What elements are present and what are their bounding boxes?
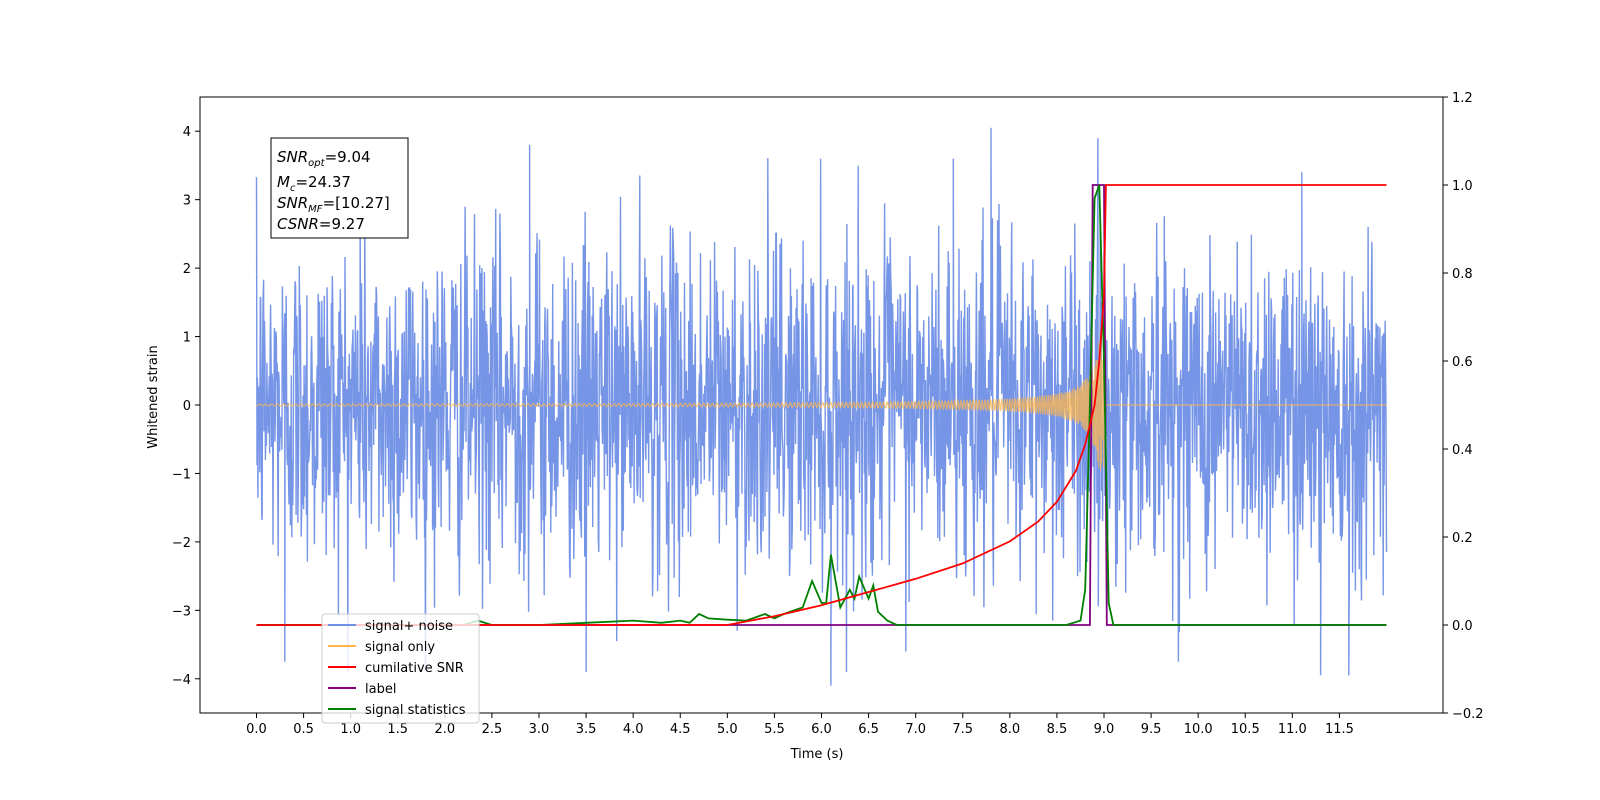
legend-label: signal statistics	[365, 703, 466, 718]
x-tick-label: 11.0	[1278, 722, 1307, 737]
x-tick-label: 8.0	[999, 722, 1020, 737]
axes: 0.0 0.5 1.0 1.5 2.0 2.5 3.0 3.5 4.0 4.5 5.0 5.5 6.0 6…	[172, 91, 1484, 737]
x-tick-label: 7.0	[905, 722, 926, 737]
series-line-cumulative-snr	[256, 184, 1387, 626]
y-tick-label: −4	[172, 673, 191, 688]
x-tick-label: 9.5	[1141, 722, 1162, 737]
x-tick-label: 4.5	[670, 722, 691, 737]
legend: signal+ noise signal only cumilative SNR…	[321, 613, 480, 724]
y-right-tick-label: 1.2	[1452, 91, 1473, 106]
x-tick-label: 5.5	[764, 722, 785, 737]
y-tick-label: 3	[183, 194, 191, 209]
y-right-tick-label: −0.2	[1452, 707, 1484, 722]
y-tick-label: −3	[172, 604, 191, 619]
x-tick-label: 0.5	[293, 722, 314, 737]
y-axis-label: Whitened strain	[146, 345, 161, 448]
annotation-mc: Mc=24.37	[277, 173, 351, 194]
legend-entry-signal-only: signal only	[328, 640, 435, 655]
annotation-snr-mf: SNRMF=[10.27]	[277, 194, 390, 215]
y-right-tick-label: 0.4	[1452, 443, 1473, 458]
y-right-tick-label: 0.2	[1452, 531, 1473, 546]
x-tick-label: 0.0	[246, 722, 267, 737]
legend-label: signal+ noise	[365, 619, 453, 634]
x-tick-label: 2.5	[482, 722, 503, 737]
x-tick-label: 1.0	[340, 722, 361, 737]
legend-label: label	[365, 682, 396, 697]
annotation-csnr: CSNR=9.27	[277, 215, 365, 233]
plot-area	[255, 127, 1388, 686]
x-tick-label: 10.5	[1231, 722, 1260, 737]
y-right-tick-label: 0.8	[1452, 267, 1473, 282]
annotation-box: SNRopt=9.04 Mc=24.37 SNRMF=[10.27] CSNR=…	[270, 137, 409, 239]
x-tick-label: 6.0	[811, 722, 832, 737]
legend-frame	[321, 613, 480, 724]
y-right-tick-label: 0.0	[1452, 619, 1473, 634]
y-tick-label: 2	[183, 262, 191, 277]
series-line-signal-statistics	[256, 184, 1387, 626]
y-tick-label: −2	[172, 536, 191, 551]
y-right-tick-label: 0.6	[1452, 355, 1473, 370]
y-tick-label: 4	[183, 125, 191, 140]
legend-label: cumilative SNR	[365, 661, 464, 676]
x-tick-label: 2.0	[434, 722, 455, 737]
x-tick-label: 6.5	[858, 722, 879, 737]
x-tick-label: 1.5	[387, 722, 408, 737]
y-tick-label: −1	[172, 467, 191, 482]
legend-entry-signal-noise: signal+ noise	[328, 619, 453, 634]
y-tick-label: 1	[183, 331, 191, 346]
legend-entry-label: label	[328, 682, 396, 697]
x-tick-label: 7.5	[952, 722, 973, 737]
legend-entry-cumulative-snr: cumilative SNR	[328, 661, 464, 676]
x-tick-label: 11.5	[1325, 722, 1354, 737]
legend-entry-signal-statistics: signal statistics	[328, 703, 466, 718]
y-right-tick-label: 1.0	[1452, 179, 1473, 194]
series-group	[255, 127, 1388, 686]
x-tick-label: 3.5	[576, 722, 597, 737]
series-line-signal-noise	[255, 127, 1388, 686]
x-axis-label: Time (s)	[790, 747, 844, 762]
x-tick-label: 3.0	[529, 722, 550, 737]
x-tick-label: 9.0	[1094, 722, 1115, 737]
legend-label: signal only	[365, 640, 435, 655]
x-tick-label: 10.0	[1184, 722, 1213, 737]
x-tick-label: 8.5	[1047, 722, 1068, 737]
x-tick-label: 4.0	[623, 722, 644, 737]
series-line-signal-only	[256, 337, 1387, 471]
annotation-snr-opt: SNRopt=9.04	[277, 148, 371, 169]
x-tick-label: 5.0	[717, 722, 738, 737]
y-tick-label: 0	[183, 399, 191, 414]
